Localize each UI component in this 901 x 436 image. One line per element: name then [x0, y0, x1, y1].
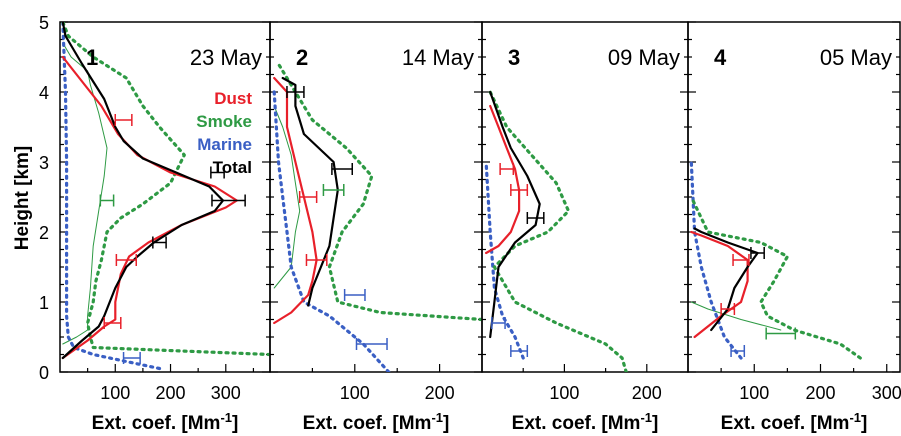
series-group [484, 90, 628, 372]
error-bar [114, 114, 133, 126]
smoke-profile-line [276, 62, 482, 322]
x-tick-label: 100 [100, 383, 130, 403]
error-bar [343, 289, 366, 301]
error-bar [211, 194, 246, 207]
x-tick-label: 300 [872, 383, 901, 403]
x-axis-title: Ext. coef. [Mm-1] [92, 410, 239, 434]
x-tick-label: 200 [156, 383, 186, 403]
marine-profile-line [484, 160, 525, 360]
x-tick-label: 100 [739, 383, 769, 403]
total-profile-line [61, 22, 225, 360]
dust-profile-line [273, 76, 318, 325]
panel-number: 1 [86, 45, 98, 70]
y-tick-label: 5 [39, 13, 49, 33]
error-bar [526, 212, 545, 224]
error-bar [99, 194, 115, 207]
y-tick-label: 4 [39, 83, 49, 103]
panel-2: 100 200 2 14 May [269, 21, 483, 403]
panel-4: 100 200 300 4 05 May [687, 21, 901, 403]
error-bar [305, 254, 328, 266]
x-axis-titles: Ext. coef. [Mm-1] Ext. coef. [Mm-1] Ext. c… [92, 410, 868, 434]
series-group [689, 160, 862, 360]
smoke-profile-line [488, 90, 628, 372]
total-profile-line [693, 227, 759, 332]
error-bar [765, 327, 797, 340]
smoke-profile-line [61, 22, 270, 357]
y-tick-label: 2 [39, 223, 49, 243]
smoke-profile-line [689, 195, 862, 360]
y-axis-ticks: 0 1 2 3 4 5 [39, 13, 49, 383]
error-bar [355, 338, 388, 350]
x-tick-label: 200 [632, 383, 662, 403]
series-group [272, 62, 482, 372]
total-profile-line [489, 90, 541, 339]
error-bar [499, 163, 515, 175]
error-bar [210, 166, 225, 179]
panel-date: 23 May [190, 45, 262, 70]
legend: Dust Smoke Marine Total [196, 89, 252, 177]
error-bar [732, 254, 750, 266]
error-bar [103, 317, 122, 329]
error-bar [322, 184, 345, 196]
chart-panels: 100 200 300 1 23 May 100 200 2 14 May 100 200 3 09 M… [59, 21, 901, 403]
error-bar [115, 254, 138, 266]
panel-date: 14 May [402, 45, 474, 70]
x-tick-label: 200 [425, 383, 455, 403]
panel-1: 100 200 300 1 23 May [59, 21, 271, 403]
error-bar [730, 345, 746, 357]
x-axis-title: Ext. coef. [Mm-1] [721, 410, 868, 434]
legend-item-marine: Marine [197, 135, 252, 154]
marine-profile-line [689, 160, 743, 360]
x-axis-title: Ext. coef. [Mm-1] [512, 410, 659, 434]
x-tick-label: 300 [211, 383, 241, 403]
error-bar [491, 317, 506, 329]
panel-date: 05 May [820, 45, 892, 70]
series-group [61, 22, 270, 371]
error-bar [122, 352, 141, 364]
y-tick-label: 0 [39, 363, 49, 383]
y-tick-label: 1 [39, 293, 49, 313]
x-tick-label: 100 [549, 383, 579, 403]
panel-number: 2 [296, 45, 308, 70]
x-axis-title: Ext. coef. [Mm-1] [303, 410, 450, 434]
legend-item-total: Total [213, 158, 252, 177]
error-bar [298, 191, 318, 203]
panel-date: 09 May [608, 45, 680, 70]
panel-number: 3 [508, 45, 520, 70]
error-bar [720, 303, 736, 315]
panel-frame [481, 21, 689, 373]
x-tick-label: 100 [340, 383, 370, 403]
marine-profile-line [61, 22, 162, 371]
error-bar [510, 184, 529, 196]
panel-frame [59, 21, 271, 373]
panel-number: 4 [714, 45, 727, 70]
legend-item-smoke: Smoke [196, 112, 252, 131]
marine-profile-line [272, 90, 391, 372]
error-bar [331, 163, 354, 175]
error-bar [750, 247, 765, 259]
y-axis-title: Height [km] [12, 146, 33, 251]
error-bar [152, 236, 167, 249]
smoke_a-profile-line [62, 42, 108, 345]
error-bar [510, 345, 529, 357]
legend-item-dust: Dust [214, 89, 252, 108]
x-tick-label: 200 [805, 383, 835, 403]
panel-3: 100 200 3 09 May [481, 21, 689, 403]
error-bar [286, 86, 305, 98]
y-tick-label: 3 [39, 153, 49, 173]
